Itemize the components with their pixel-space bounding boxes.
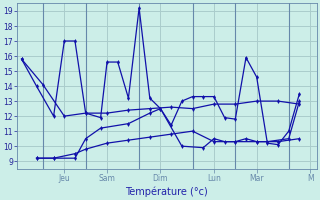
X-axis label: Température (°c): Température (°c) (125, 186, 208, 197)
